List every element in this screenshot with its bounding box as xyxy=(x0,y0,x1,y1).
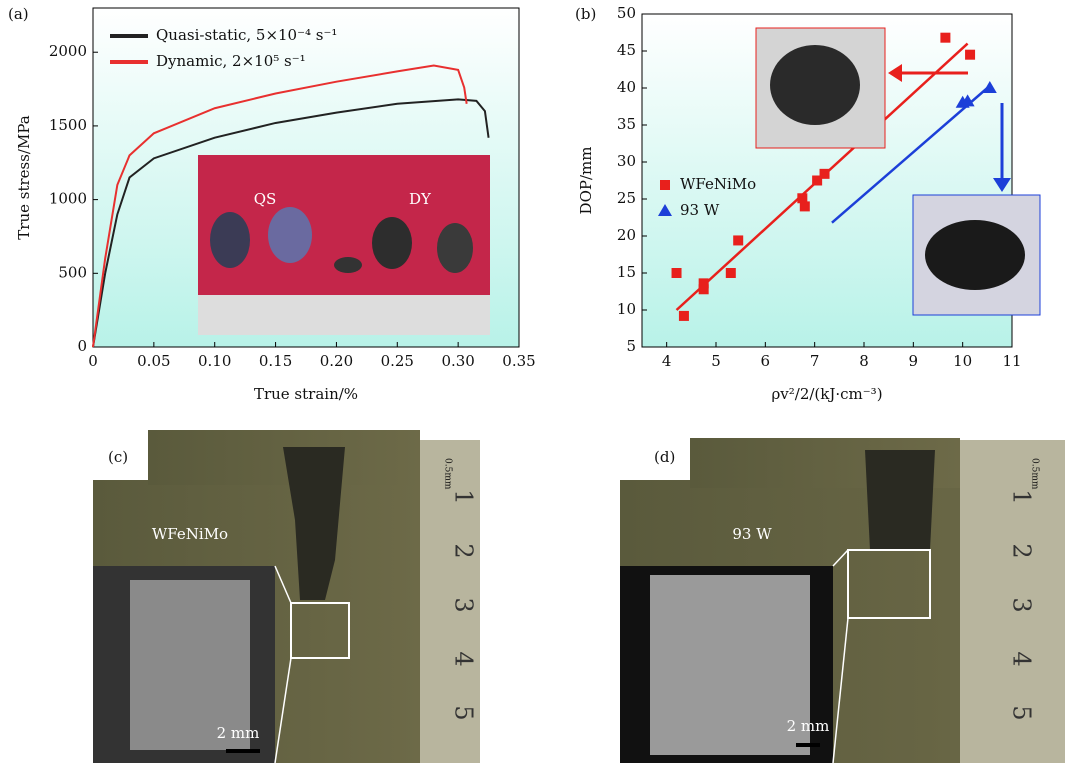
panel-label: (d) xyxy=(654,448,675,466)
y-tick-label: 500 xyxy=(58,263,87,281)
ruler-number: 4 xyxy=(450,651,478,666)
annotation: QS xyxy=(254,190,277,208)
legend-swatch xyxy=(658,204,672,216)
sample-label: 93 W xyxy=(732,525,772,543)
legend-label: 93 W xyxy=(680,201,720,219)
point xyxy=(698,284,709,295)
point xyxy=(982,81,997,93)
legend-label: WFeNiMo xyxy=(680,175,756,193)
x-tick-label: 0.30 xyxy=(441,352,474,370)
y-tick-label: 45 xyxy=(617,41,636,59)
x-tick-label: 0.05 xyxy=(137,352,170,370)
y-tick-label: 5 xyxy=(626,337,636,355)
ruler-number: 1 xyxy=(450,489,478,504)
photo-c xyxy=(93,430,480,763)
x-tick-label: 0.10 xyxy=(198,352,231,370)
point xyxy=(678,310,689,321)
x-tick-label: 0.35 xyxy=(502,352,535,370)
x-tick-label: 0 xyxy=(88,352,98,370)
y-tick-label: 30 xyxy=(617,152,636,170)
ruler-unit: 0.5mm xyxy=(443,458,453,490)
y-tick-label: 15 xyxy=(617,263,636,281)
x-tick-label: 4 xyxy=(662,352,672,370)
ruler-number: 2 xyxy=(1008,543,1036,558)
sample-label: WFeNiMo xyxy=(152,525,228,543)
ruler-number: 3 xyxy=(450,597,478,612)
point xyxy=(698,278,709,289)
x-tick-label: 9 xyxy=(909,352,919,370)
line xyxy=(92,98,490,348)
x-tick-label: 0.15 xyxy=(259,352,292,370)
x-axis-label: True strain/% xyxy=(254,385,358,403)
y-tick-label: 50 xyxy=(617,4,636,22)
x-tick-label: 5 xyxy=(711,352,721,370)
x-tick-label: 7 xyxy=(810,352,820,370)
y-tick-label: 10 xyxy=(617,300,636,318)
point xyxy=(819,168,830,179)
panel-label: (b) xyxy=(575,5,596,23)
ruler-number: 1 xyxy=(1008,489,1036,504)
legend-swatch xyxy=(660,180,670,190)
ruler-number: 4 xyxy=(1008,651,1036,666)
x-tick-label: 11 xyxy=(1002,352,1021,370)
x-tick-label: 10 xyxy=(953,352,972,370)
point xyxy=(940,32,951,43)
y-tick-label: 20 xyxy=(617,226,636,244)
ruler-number: 5 xyxy=(1008,705,1036,720)
legend-label: Dynamic, 2×10⁵ s⁻¹ xyxy=(156,52,306,70)
y-tick-label: 25 xyxy=(617,189,636,207)
point xyxy=(960,94,975,107)
point xyxy=(733,235,744,246)
y-tick-label: 35 xyxy=(617,115,636,133)
point xyxy=(671,268,682,278)
point xyxy=(797,193,808,204)
scale-label: 2 mm xyxy=(217,724,260,742)
panel-label: (c) xyxy=(108,448,128,466)
y-tick-label: 1500 xyxy=(49,116,87,134)
scale-label: 2 mm xyxy=(787,717,830,735)
annotation: DY xyxy=(409,190,432,208)
ruler-number: 5 xyxy=(450,705,478,720)
ruler-number: 2 xyxy=(450,543,478,558)
ruler-number: 3 xyxy=(1008,597,1036,612)
y-tick-label: 2000 xyxy=(49,42,87,60)
inset-photos xyxy=(198,27,1041,335)
fit-line xyxy=(831,87,989,224)
y-tick-label: 1000 xyxy=(49,190,87,208)
y-axis-label: DOP/mm xyxy=(577,147,595,215)
point xyxy=(812,175,823,186)
y-tick-label: 0 xyxy=(77,337,87,355)
line xyxy=(92,64,468,348)
panel-label: (a) xyxy=(8,5,29,23)
x-tick-label: 8 xyxy=(859,352,869,370)
x-tick-label: 6 xyxy=(761,352,771,370)
x-tick-label: 0.25 xyxy=(381,352,414,370)
y-axis-label: True stress/MPa xyxy=(15,115,33,239)
x-tick-label: 0.20 xyxy=(320,352,353,370)
y-tick-label: 40 xyxy=(617,78,636,96)
ruler-unit: 0.5mm xyxy=(1030,458,1040,490)
x-axis-label: ρv²/2/(kJ·cm⁻³) xyxy=(771,385,882,403)
photo-d xyxy=(620,438,1065,763)
point xyxy=(725,268,736,278)
legend-label: Quasi-static, 5×10⁻⁴ s⁻¹ xyxy=(156,26,337,44)
point xyxy=(799,201,810,212)
point xyxy=(965,49,976,60)
